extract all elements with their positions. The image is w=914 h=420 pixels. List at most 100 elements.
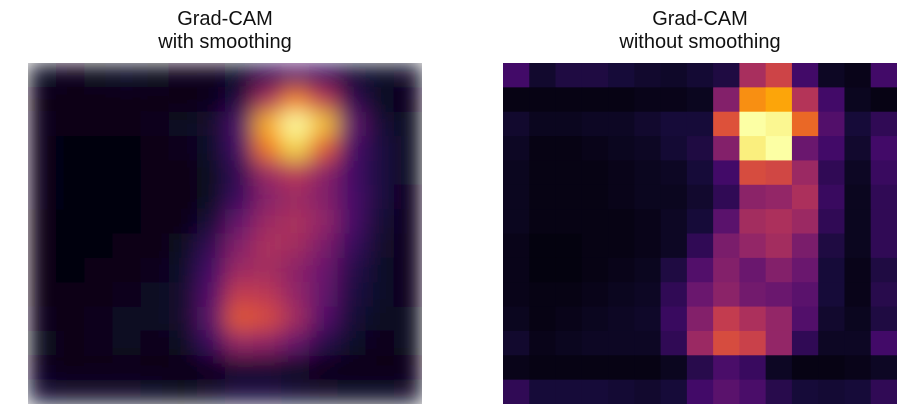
heatmap-cell bbox=[634, 282, 662, 308]
heatmap-cell bbox=[281, 160, 311, 186]
heatmap-cell bbox=[168, 379, 198, 404]
heatmap-cell bbox=[739, 306, 767, 332]
heatmap-cell bbox=[686, 306, 714, 332]
heatmap-cell bbox=[870, 306, 897, 332]
heatmap-cell bbox=[870, 111, 897, 137]
heatmap-cell bbox=[225, 257, 254, 283]
heatmap-cell bbox=[196, 233, 226, 259]
heatmap-cell bbox=[870, 136, 897, 162]
heatmap-cell bbox=[196, 160, 226, 186]
heatmap-cell bbox=[112, 282, 142, 308]
heatmap-cell bbox=[870, 87, 897, 113]
heatmap-cell bbox=[281, 379, 311, 404]
heatmap-cell bbox=[281, 87, 311, 113]
heatmap-cell bbox=[112, 111, 142, 137]
heatmap-cell bbox=[281, 330, 311, 356]
heatmap-cell bbox=[791, 306, 819, 332]
heatmap-cell bbox=[225, 87, 254, 113]
heatmap-cell bbox=[791, 136, 819, 162]
heatmap-cell bbox=[56, 282, 85, 308]
heatmap-cell bbox=[28, 330, 57, 356]
heatmap-cell bbox=[168, 160, 198, 186]
heatmap-cell bbox=[713, 63, 740, 88]
heatmap-cell bbox=[309, 87, 339, 113]
heatmap-cell bbox=[555, 330, 583, 356]
heatmap-cell bbox=[337, 379, 367, 404]
heatmap-cell bbox=[739, 111, 767, 137]
heatmap-cell bbox=[739, 379, 767, 404]
heatmap-cell bbox=[713, 306, 740, 332]
heatmap-cell bbox=[765, 379, 793, 404]
heatmap-cell bbox=[739, 63, 767, 88]
heatmap-cell bbox=[765, 355, 793, 381]
heatmap-cell bbox=[140, 111, 170, 137]
heatmap-cell bbox=[281, 306, 311, 332]
heatmap-cell bbox=[112, 233, 142, 259]
heatmap-cell bbox=[686, 184, 714, 210]
heatmap-cell bbox=[196, 111, 226, 137]
heatmap-cell bbox=[581, 111, 609, 137]
heatmap-cell bbox=[555, 355, 583, 381]
heatmap-cell bbox=[168, 257, 198, 283]
heatmap-cell bbox=[393, 209, 422, 235]
heatmap-cell bbox=[168, 306, 198, 332]
heatmap-with-smoothing bbox=[28, 63, 422, 404]
heatmap-cell bbox=[168, 87, 198, 113]
heatmap-cell bbox=[844, 184, 872, 210]
heatmap-cell bbox=[818, 306, 846, 332]
heatmap-cell bbox=[225, 330, 254, 356]
heatmap-cell bbox=[739, 282, 767, 308]
heatmap-cell bbox=[713, 257, 740, 283]
heatmap-cell bbox=[844, 282, 872, 308]
heatmap-cell bbox=[253, 63, 282, 88]
heatmap-cell bbox=[555, 282, 583, 308]
heatmap-cell bbox=[503, 330, 530, 356]
heatmap-cell bbox=[870, 257, 897, 283]
heatmap-cell bbox=[393, 87, 422, 113]
heatmap-cell bbox=[112, 184, 142, 210]
heatmap-cell bbox=[765, 160, 793, 186]
heatmap-cell bbox=[555, 111, 583, 137]
heatmap-cell bbox=[140, 136, 170, 162]
heatmap-cell bbox=[393, 257, 422, 283]
heatmap-cell bbox=[818, 209, 846, 235]
heatmap-cell bbox=[84, 379, 114, 404]
heatmap-cell bbox=[791, 330, 819, 356]
heatmap-cell bbox=[660, 233, 688, 259]
heatmap-cell bbox=[765, 184, 793, 210]
heatmap-cell bbox=[581, 379, 609, 404]
heatmap-without-smoothing bbox=[503, 63, 897, 404]
heatmap-cell bbox=[28, 233, 57, 259]
heatmap-cell bbox=[393, 282, 422, 308]
heatmap-cell bbox=[791, 63, 819, 88]
heatmap-cell bbox=[791, 111, 819, 137]
heatmap-cell bbox=[28, 257, 57, 283]
heatmap-cell bbox=[713, 160, 740, 186]
heatmap-cell bbox=[365, 330, 395, 356]
heatmap-cells bbox=[28, 63, 422, 404]
heatmap-cell bbox=[844, 63, 872, 88]
heatmap-cell bbox=[84, 160, 114, 186]
heatmap-cell bbox=[309, 306, 339, 332]
heatmap-cell bbox=[253, 306, 282, 332]
heatmap-cell bbox=[28, 63, 57, 88]
heatmap-cell bbox=[225, 63, 254, 88]
heatmap-cell bbox=[225, 355, 254, 381]
heatmap-cell bbox=[309, 160, 339, 186]
heatmap-cell bbox=[84, 111, 114, 137]
heatmap-cell bbox=[581, 87, 609, 113]
heatmap-cell bbox=[581, 63, 609, 88]
heatmap-cell bbox=[56, 233, 85, 259]
heatmap-cell bbox=[765, 63, 793, 88]
heatmap-cell bbox=[225, 184, 254, 210]
heatmap-cell bbox=[634, 184, 662, 210]
heatmap-cell bbox=[225, 306, 254, 332]
heatmap-cell bbox=[555, 306, 583, 332]
heatmap-cell bbox=[28, 282, 57, 308]
heatmap-cell bbox=[791, 233, 819, 259]
heatmap-cell bbox=[818, 136, 846, 162]
heatmap-cell bbox=[365, 63, 395, 88]
heatmap-cell bbox=[56, 209, 85, 235]
heatmap-cell bbox=[870, 330, 897, 356]
heatmap-cell bbox=[818, 233, 846, 259]
